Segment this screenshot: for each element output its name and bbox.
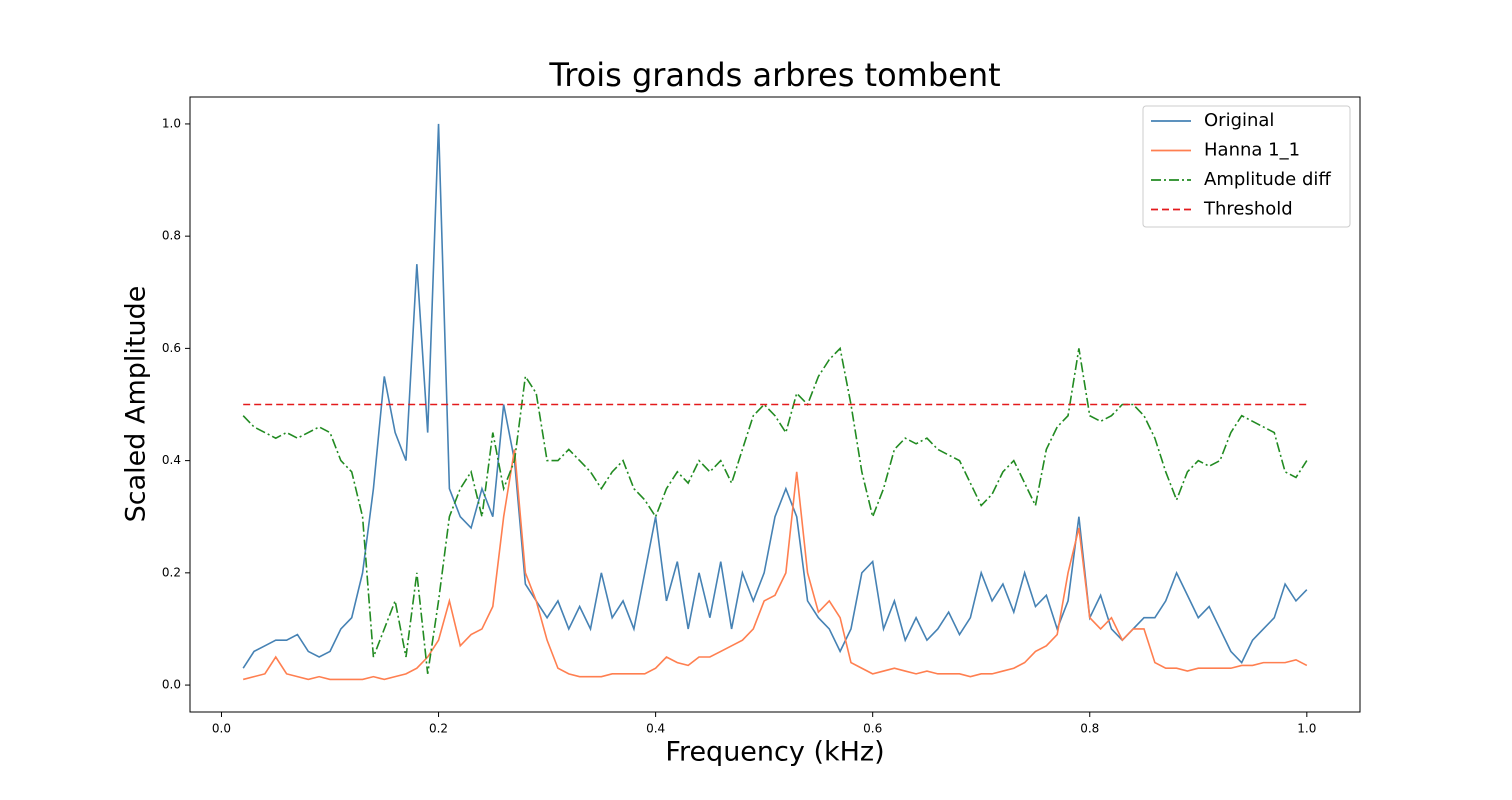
y-axis-label: Scaled Amplitude	[121, 286, 152, 523]
x-tick-label: 0.2	[429, 722, 448, 736]
legend-box	[1142, 105, 1351, 228]
y-tick-label: 0.2	[162, 565, 181, 579]
y-tick-label: 0.0	[162, 678, 181, 692]
legend-label: Original	[1204, 110, 1274, 131]
x-tick-label: 1.0	[1297, 722, 1316, 736]
legend: Original Hanna 1_1 Amplitude diff Threshold	[1142, 105, 1351, 228]
y-tick-label: 1.0	[162, 116, 181, 130]
x-tick-label: 0.4	[646, 722, 665, 736]
series-line	[242, 346, 1308, 674]
y-tick-label: 0.6	[162, 341, 181, 355]
x-tick-label: 0.0	[212, 722, 231, 736]
legend-label: Hanna 1_1	[1204, 140, 1300, 161]
y-tick-label: 0.4	[162, 453, 181, 467]
legend-label: Threshold	[1203, 199, 1293, 220]
x-axis-label: Frequency (kHz)	[665, 737, 884, 768]
legend-label: Amplitude diff	[1204, 169, 1331, 190]
y-tick-label: 0.8	[162, 229, 181, 243]
plot-frame	[189, 96, 1361, 713]
x-tick-label: 0.6	[863, 722, 882, 736]
series-line	[242, 449, 1308, 681]
chart-title: Trois grands arbres tombent	[548, 56, 1000, 94]
x-tick-label: 0.8	[1080, 722, 1099, 736]
